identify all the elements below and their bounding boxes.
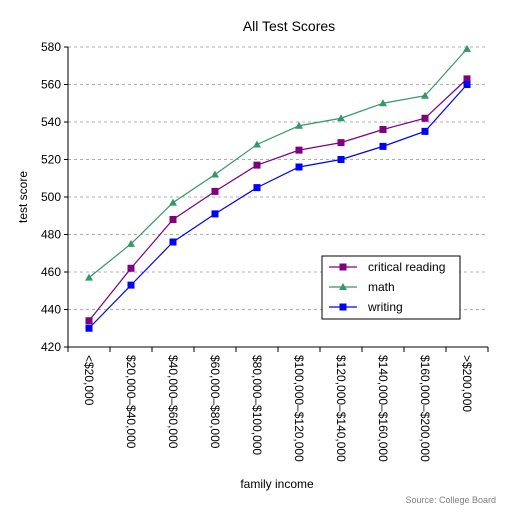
data-point: [295, 163, 303, 171]
x-tick-label: $140,000–$160,000: [376, 355, 390, 462]
x-tick-label: $160,000–$200,000: [418, 355, 432, 462]
series-writing: [85, 81, 471, 332]
data-point: [253, 140, 261, 148]
data-point: [463, 44, 471, 52]
legend-item: math: [329, 280, 395, 294]
y-tick-label: 480: [41, 228, 61, 242]
data-point: [85, 273, 93, 281]
y-tick-label: 560: [41, 78, 61, 92]
series-critical-reading: [85, 75, 471, 325]
x-tick-label: $40,000–$60,000: [166, 355, 180, 449]
data-point: [127, 239, 135, 247]
data-point: [337, 156, 345, 163]
y-tick-label: 420: [41, 340, 61, 354]
x-tick-label: $80,000–$100,000: [250, 355, 264, 455]
legend-label: writing: [367, 300, 403, 314]
data-point: [169, 238, 177, 246]
x-tick-label: $120,000–$140,000: [334, 355, 348, 462]
data-point: [253, 161, 261, 169]
chart-title: All Test Scores: [243, 18, 335, 34]
series-line: [88, 78, 468, 322]
x-tick-label: >$200,000: [460, 355, 474, 412]
x-axis-label: family income: [240, 477, 314, 491]
y-axis-ticks: 420 440 460 480 500 520 540 560 580: [41, 40, 68, 354]
data-point: [337, 114, 345, 122]
series-line: [88, 84, 468, 329]
data-point: [379, 142, 387, 150]
data-point: [127, 264, 135, 272]
data-point: [421, 127, 429, 135]
x-axis-ticks: <$20,000 $20,000–$40,000 $40,000–$60,000 $6…: [67, 347, 489, 462]
data-point: [379, 99, 387, 107]
legend: critical reading math writing: [321, 255, 461, 320]
data-point: [463, 81, 471, 88]
y-tick-label: 520: [41, 153, 61, 167]
legend-label: math: [368, 280, 395, 294]
data-point: [85, 317, 93, 325]
y-tick-label: 440: [41, 303, 61, 317]
legend-swatch-marker: [339, 283, 347, 290]
data-point: [295, 121, 303, 129]
data-point: [337, 139, 345, 147]
data-point: [421, 114, 429, 122]
data-point: [127, 281, 135, 289]
data-point: [421, 91, 429, 99]
legend-swatch-marker: [339, 303, 347, 311]
y-tick-label: 580: [41, 40, 61, 54]
data-point: [169, 216, 177, 223]
y-tick-label: 500: [41, 190, 61, 204]
data-point: [211, 210, 219, 218]
series-group: [85, 44, 471, 332]
y-tick-label: 540: [41, 115, 61, 129]
x-tick-label: $20,000–$40,000: [124, 355, 138, 449]
data-point: [253, 184, 261, 192]
legend-item: writing: [329, 300, 403, 314]
y-axis-label: test score: [16, 171, 30, 223]
data-point: [379, 126, 387, 133]
x-tick-label: $60,000–$80,000: [208, 355, 222, 449]
data-point: [295, 146, 303, 154]
data-point: [211, 187, 219, 195]
data-point: [211, 170, 219, 178]
data-point: [169, 198, 177, 206]
series-math: [85, 44, 471, 281]
source-note: Source: College Board: [405, 495, 496, 505]
legend-item: critical reading: [329, 260, 445, 274]
legend-label: critical reading: [368, 260, 445, 274]
data-point: [463, 75, 471, 83]
data-point: [85, 324, 93, 332]
y-tick-label: 460: [41, 265, 61, 279]
x-tick-label: <$20,000: [82, 355, 96, 406]
x-tick-label: $100,000–$120,000: [292, 355, 306, 462]
series-line: [88, 48, 468, 279]
legend-swatch-marker: [339, 263, 347, 271]
